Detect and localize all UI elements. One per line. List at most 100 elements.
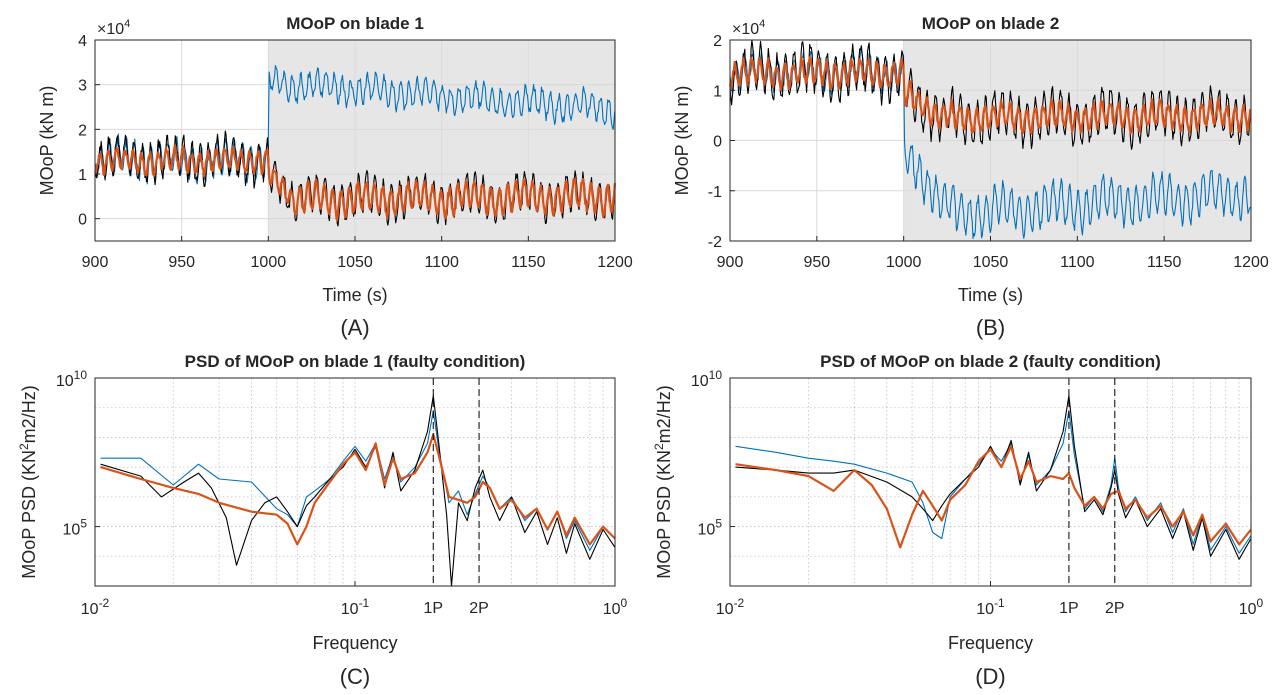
x-tick-label: 1150 [1147, 254, 1182, 271]
x-tick-base: 10 [603, 601, 621, 618]
y-axis-label: MOoP PSD (KN2m2/Hz) [652, 385, 674, 578]
marker-label: 2P [1105, 600, 1125, 617]
chart-title: PSD of MOoP on blade 2 (faulty condition… [820, 352, 1161, 371]
x-tick-base: 10 [81, 601, 99, 618]
y-label-suffix: m2/Hz) [654, 385, 674, 443]
y-label-superscript: 2 [17, 443, 31, 450]
y-axis-label: MOoP (kN m) [672, 86, 692, 196]
x-tick-label: 100 [1239, 596, 1264, 618]
x-tick-label: 100 [603, 596, 628, 618]
series-line-orange [728, 55, 1252, 135]
x-tick-label: 1000 [251, 254, 287, 271]
y-tick-exponent: 5 [80, 517, 87, 531]
x-tick-label: 1200 [1233, 254, 1269, 271]
x-axis-label: Frequency [948, 633, 1033, 653]
x-tick-label: 10-1 [341, 596, 370, 618]
y-tick-label: -2 [708, 234, 722, 251]
chart-title: MOoP on blade 1 [286, 14, 424, 33]
y-multiplier: ×104 [732, 18, 765, 38]
series-line-orange [93, 144, 616, 222]
series-line-blue [729, 49, 1251, 240]
y-tick-base: 10 [63, 522, 81, 539]
y-multiplier: ×104 [97, 18, 130, 38]
x-tick-label: 950 [168, 254, 195, 271]
marker-label: 2P [469, 600, 489, 617]
panel-caption: (B) [976, 315, 1005, 340]
y-label-suffix: m2/Hz) [19, 385, 39, 443]
y-axis-label: MOoP (kN m) [37, 86, 57, 196]
y-multiplier-exponent: 4 [759, 18, 765, 30]
y-tick-label: 2 [713, 33, 722, 50]
y-tick-base: 10 [698, 522, 716, 539]
series-line-orange [735, 445, 1252, 549]
x-tick-exponent: -2 [734, 596, 745, 610]
y-tick-label: 2 [78, 122, 87, 139]
panel-caption: (C) [340, 664, 371, 689]
x-tick-base: 10 [1239, 601, 1257, 618]
y-tick-label: 0 [713, 134, 722, 151]
y-tick-label: 0 [78, 212, 87, 229]
panel-caption: (D) [975, 664, 1006, 689]
marker-label: 1P [1059, 600, 1079, 617]
x-tick-exponent: -1 [359, 596, 370, 610]
x-tick-exponent: 0 [621, 596, 628, 610]
y-tick-label: 1 [713, 83, 722, 100]
x-tick-exponent: -2 [99, 596, 110, 610]
marker-label: 1P [423, 600, 443, 617]
x-tick-exponent: 0 [1257, 596, 1264, 610]
series-line-orange [100, 433, 616, 546]
x-tick-label: 1050 [973, 254, 1009, 271]
series-line-black [100, 395, 616, 587]
y-tick-base: 10 [691, 373, 709, 390]
y-multiplier-base: ×10 [97, 21, 124, 38]
x-tick-label: 10-2 [81, 596, 110, 618]
x-tick-label: 950 [803, 254, 830, 271]
y-tick-label: 105 [698, 517, 723, 539]
x-tick-exponent: -1 [994, 596, 1005, 610]
x-axis-label: Time (s) [322, 285, 387, 305]
y-tick-label: -1 [708, 184, 722, 201]
x-axis-label: Time (s) [958, 285, 1023, 305]
y-tick-label: 4 [78, 33, 87, 50]
x-tick-label: 1100 [1060, 254, 1095, 271]
x-tick-label: 1000 [886, 254, 922, 271]
x-tick-label: 1050 [337, 254, 373, 271]
y-tick-label: 1 [78, 167, 87, 184]
y-tick-label: 1010 [691, 368, 722, 390]
y-label-prefix: MOoP PSD (KN [19, 450, 39, 579]
y-tick-exponent: 10 [709, 368, 723, 382]
y-multiplier-base: ×10 [732, 21, 759, 38]
y-tick-label: 1010 [56, 368, 87, 390]
chart-title: PSD of MOoP on blade 1 (faulty condition… [185, 352, 526, 371]
y-multiplier-exponent: 4 [124, 18, 130, 30]
y-label-prefix: MOoP PSD (KN [654, 450, 674, 579]
x-tick-label: 900 [82, 254, 109, 271]
y-label-superscript: 2 [652, 443, 666, 450]
x-tick-base: 10 [716, 601, 734, 618]
y-tick-exponent: 10 [74, 368, 88, 382]
x-tick-label: 1150 [511, 254, 546, 271]
y-axis-label: MOoP PSD (KN2m2/Hz) [17, 385, 39, 578]
chart-panel-2: 900 950 1000 1050 1100 1150 1200 -2 -1 0 1 2 ×104 MOo… [672, 14, 1269, 340]
y-tick-exponent: 5 [715, 517, 722, 531]
y-tick-label: 3 [78, 78, 87, 95]
x-tick-label: 1200 [597, 254, 633, 271]
series-line-blue [735, 410, 1252, 554]
x-tick-label: 10-1 [976, 596, 1005, 618]
x-tick-base: 10 [976, 601, 994, 618]
series-line-blue [94, 64, 616, 185]
x-tick-label: 900 [717, 254, 744, 271]
chart-title: MOoP on blade 2 [922, 14, 1060, 33]
series-line-black [735, 395, 1252, 560]
panel-caption: (A) [340, 315, 369, 340]
x-tick-label: 1100 [424, 254, 459, 271]
x-axis-label: Frequency [312, 633, 397, 653]
y-tick-base: 10 [56, 373, 74, 390]
x-tick-base: 10 [341, 601, 359, 618]
x-tick-label: 10-2 [716, 596, 745, 618]
y-tick-label: 105 [63, 517, 88, 539]
